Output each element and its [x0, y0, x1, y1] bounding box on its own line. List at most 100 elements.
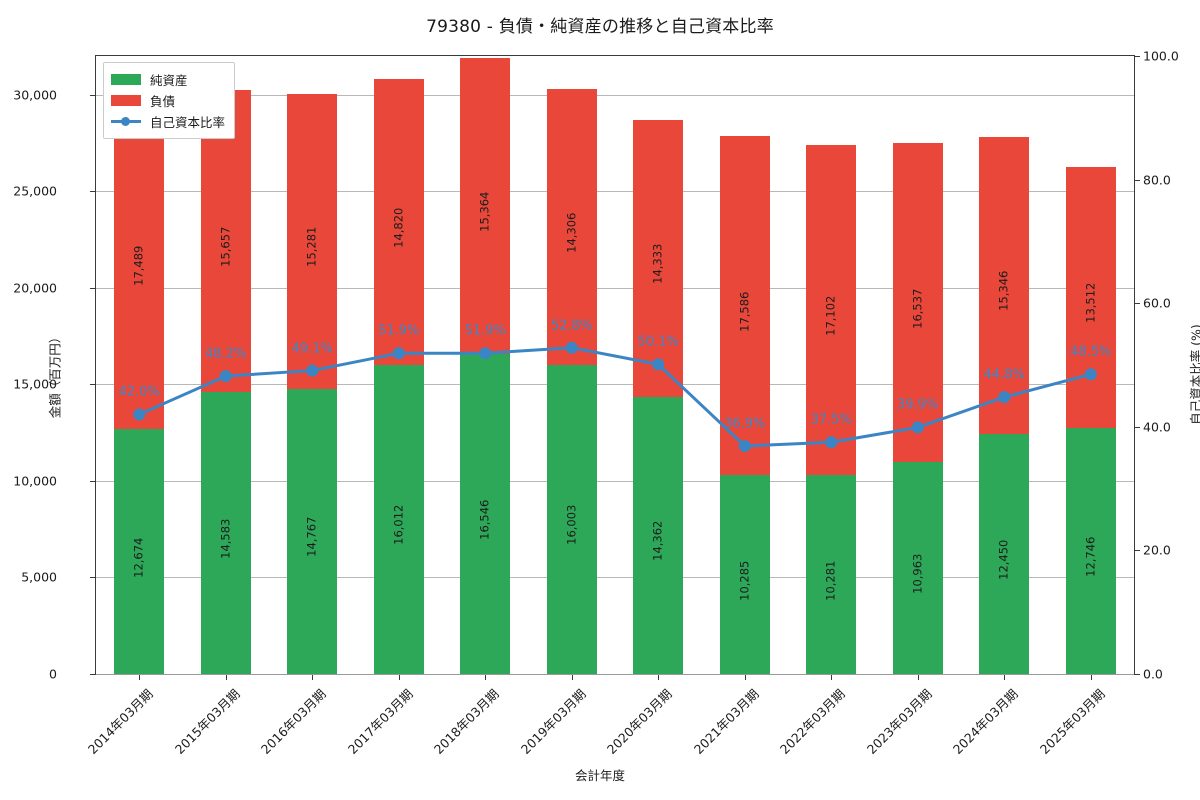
bar-segment-net-assets[interactable]: [719, 475, 770, 674]
bar-segment-liabilities[interactable]: [287, 93, 338, 389]
bar-value-label: 12,746: [1083, 536, 1097, 577]
bar-value-label: 15,346: [996, 270, 1011, 312]
bar-value-label: 17,489: [131, 245, 146, 287]
y-axis-tickmark-left: [90, 94, 95, 96]
bar-segment-net-assets[interactable]: [200, 392, 251, 674]
equity-ratio-point[interactable]: [306, 364, 319, 377]
stacked-bar[interactable]: [114, 91, 165, 674]
equity-ratio-point[interactable]: [1084, 368, 1097, 381]
equity-ratio-label: 51.9%: [464, 323, 506, 339]
bar-value-label: 14,583: [218, 518, 232, 560]
equity-ratio-point[interactable]: [825, 436, 838, 449]
x-axis-tickmark: [312, 675, 314, 680]
equity-ratio-line: [137, 346, 1093, 448]
bar-segment-net-assets[interactable]: [806, 475, 857, 674]
x-axis-tick-label: 2019年03月期: [517, 686, 589, 757]
equity-ratio-point[interactable]: [565, 341, 578, 354]
bar-segment-net-assets[interactable]: [1065, 427, 1116, 674]
y-axis-label-left: 金額（百万円）: [47, 330, 63, 419]
equity-ratio-point[interactable]: [911, 421, 924, 434]
bar-segment-net-assets[interactable]: [633, 396, 684, 674]
y-axis-tickmark-right: [1135, 179, 1140, 181]
bar-segment-net-assets[interactable]: [892, 462, 943, 674]
stacked-bar[interactable]: [892, 142, 943, 674]
x-axis-tick-label: 2021年03月期: [690, 686, 762, 757]
bar-value-label: 16,546: [477, 499, 492, 541]
stacked-bar[interactable]: [979, 137, 1030, 674]
bar-segment-liabilities[interactable]: [460, 57, 511, 355]
stacked-bar[interactable]: [373, 78, 424, 674]
bar-value-label: 16,003: [564, 505, 578, 546]
bar-segment-net-assets[interactable]: [114, 429, 165, 674]
equity-ratio-label: 48.5%: [1070, 344, 1112, 360]
equity-ratio-label: 42.0%: [118, 384, 160, 400]
stacked-bar[interactable]: [1065, 166, 1116, 674]
legend-color-swatch: [111, 95, 141, 106]
y-axis-tickmark-left: [90, 577, 95, 579]
stacked-bar[interactable]: [633, 119, 684, 674]
gridline: [96, 191, 1134, 193]
equity-ratio-point[interactable]: [133, 408, 146, 421]
bar-segment-liabilities[interactable]: [719, 135, 770, 476]
bar-segment-liabilities[interactable]: [373, 78, 424, 365]
bar-segment-net-assets[interactable]: [460, 354, 511, 674]
bar-value-label: 10,281: [823, 560, 838, 601]
x-axis-tickmark: [139, 675, 141, 680]
gridline: [96, 384, 1134, 386]
stacked-bar[interactable]: [287, 93, 338, 674]
y-axis-tickmark-right: [1135, 303, 1140, 305]
y-axis-tick-label-right: 0.0: [1143, 666, 1163, 682]
y-axis-tick-label-left: 25,000: [13, 183, 57, 199]
bar-segment-liabilities[interactable]: [200, 90, 251, 393]
equity-ratio-label: 44.8%: [983, 367, 1025, 383]
bar-segment-liabilities[interactable]: [979, 137, 1030, 434]
bar-value-label: 14,306: [564, 212, 578, 253]
bar-value-label: 14,767: [304, 517, 319, 558]
y-axis-tickmark-right: [1135, 426, 1140, 428]
y-axis-tickmark-left: [90, 674, 95, 675]
bar-segment-liabilities[interactable]: [633, 119, 684, 397]
plot-area: 12,674 17,489 14,583 15,657 14,767 15,281 16,0…: [95, 55, 1135, 675]
equity-ratio-point[interactable]: [738, 439, 751, 452]
bar-segment-liabilities[interactable]: [892, 142, 943, 463]
bar-segment-net-assets[interactable]: [287, 388, 338, 674]
legend-item[interactable]: 自己資本比率: [111, 111, 225, 132]
equity-ratio-point[interactable]: [392, 347, 405, 360]
legend-item[interactable]: 純資産: [111, 69, 225, 90]
x-axis-tick-label: 2016年03月期: [258, 686, 329, 757]
bar-segment-liabilities[interactable]: [114, 91, 165, 430]
stacked-bar[interactable]: [460, 57, 511, 674]
bar-value-label: 16,537: [910, 288, 924, 329]
bar-value-label: 10,963: [910, 553, 924, 594]
stacked-bar[interactable]: [806, 145, 857, 674]
x-axis-tick-label: 2022年03月期: [777, 686, 848, 757]
legend-color-swatch: [111, 74, 141, 85]
bar-segment-liabilities[interactable]: [546, 88, 597, 365]
stacked-bar[interactable]: [719, 135, 770, 674]
equity-ratio-label: 51.9%: [378, 323, 420, 339]
x-axis-tick-label: 2015年03月期: [171, 686, 243, 757]
bars-layer: [96, 56, 1134, 674]
stacked-bar[interactable]: [200, 90, 251, 674]
legend-item[interactable]: 負債: [111, 90, 225, 111]
bar-segment-net-assets[interactable]: [979, 433, 1030, 674]
equity-ratio-label: 37.5%: [810, 412, 852, 428]
equity-ratio-point[interactable]: [479, 347, 492, 360]
y-axis-tick-label-left: 5,000: [21, 569, 57, 585]
chart-title: 79380 - 負債・純資産の推移と自己資本比率: [426, 17, 774, 37]
gridlines: [96, 56, 1134, 675]
x-axis-tick-label: 2017年03月期: [344, 686, 416, 757]
y-axis-tick-label-left: 10,000: [13, 473, 57, 489]
equity-ratio-point[interactable]: [998, 391, 1011, 404]
legend-item-label: 純資産: [150, 73, 188, 88]
stacked-bar[interactable]: [546, 88, 597, 674]
bar-segment-net-assets[interactable]: [546, 364, 597, 674]
bar-segment-liabilities[interactable]: [1065, 166, 1116, 428]
bar-segment-net-assets[interactable]: [373, 364, 424, 674]
x-axis-tick-label: 2020年03月期: [604, 686, 675, 757]
y-axis-tick-label-left: 20,000: [13, 280, 57, 296]
bar-value-label: 15,364: [477, 191, 492, 232]
equity-ratio-point[interactable]: [652, 358, 665, 371]
bar-segment-liabilities[interactable]: [806, 145, 857, 476]
equity-ratio-point[interactable]: [219, 370, 232, 383]
